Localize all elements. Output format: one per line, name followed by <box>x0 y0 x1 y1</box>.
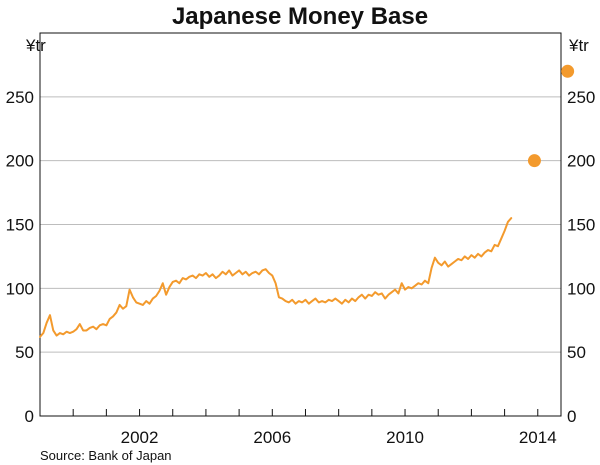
left-y-tick-label-4: 200 <box>6 152 34 171</box>
left-y-tick-label-2: 100 <box>6 279 34 298</box>
right-y-tick-label-2: 100 <box>567 279 595 298</box>
axis-layer <box>39 32 562 417</box>
tick-layer: 0 0 50 50 100 100 150 150 200 200 250 250 2002 2006 20… <box>6 88 596 447</box>
marker-layer <box>527 64 575 168</box>
right-y-tick-label-3: 150 <box>567 216 595 235</box>
left-y-tick-label-0: 0 <box>25 407 34 426</box>
right-y-tick-label-1: 50 <box>567 343 586 362</box>
right-y-tick-label-0: 0 <box>567 407 576 426</box>
left-y-unit-label: ¥tr <box>25 36 46 55</box>
right-y-tick-label-5: 250 <box>567 88 595 107</box>
chart-title: Japanese Money Base <box>172 3 428 30</box>
left-y-tick-label-3: 150 <box>6 216 34 235</box>
series-layer <box>39 217 513 338</box>
right-y-unit-label: ¥tr <box>568 36 589 55</box>
x-tick-label-3: 2014 <box>519 428 557 447</box>
left-y-tick-label-1: 50 <box>15 343 34 362</box>
x-tick-label-1: 2006 <box>253 428 291 447</box>
projection-point-2 <box>561 64 575 78</box>
x-tick-label-2: 2010 <box>386 428 424 447</box>
projection-point-1 <box>527 154 541 168</box>
x-tick-label-0: 2002 <box>121 428 159 447</box>
grid-layer <box>40 96 561 353</box>
plot-frame <box>39 32 562 417</box>
left-y-tick-label-5: 250 <box>6 88 34 107</box>
money-base-line <box>39 217 513 338</box>
right-y-tick-label-4: 200 <box>567 152 595 171</box>
source-label: Source: Bank of Japan <box>40 448 172 463</box>
